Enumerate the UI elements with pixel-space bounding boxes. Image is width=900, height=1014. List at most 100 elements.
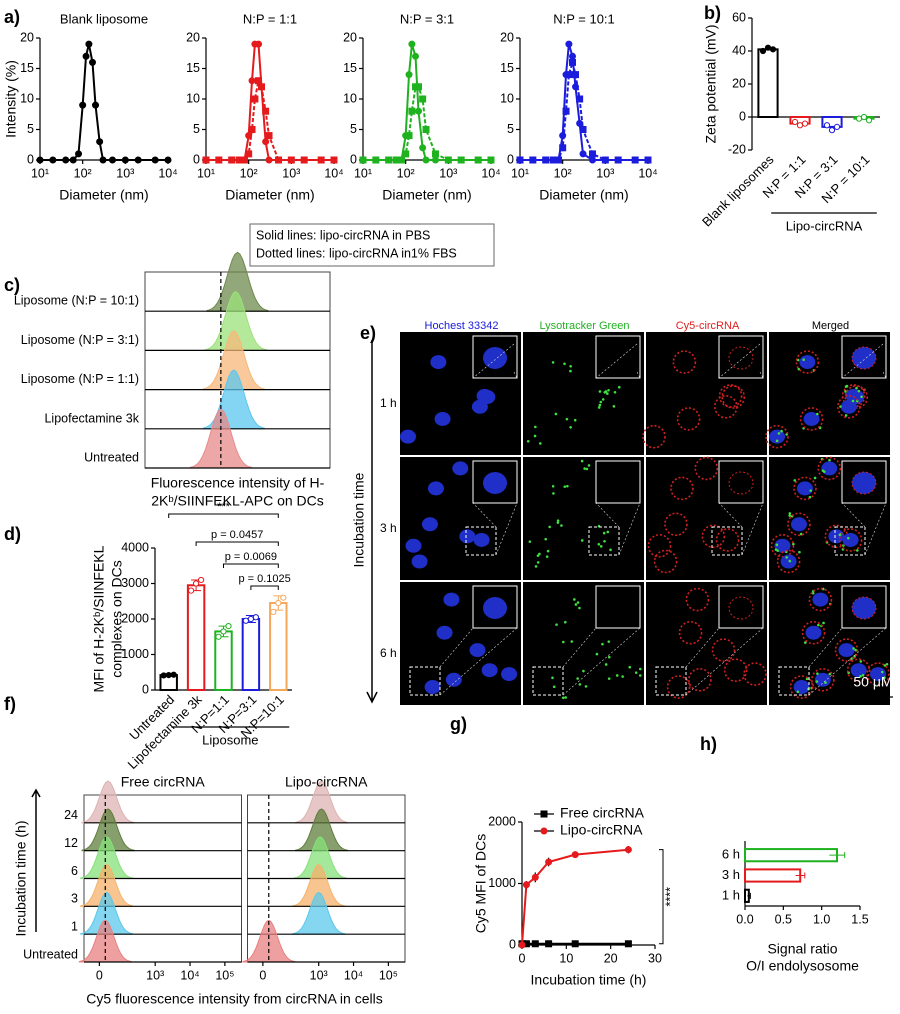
speck	[815, 680, 819, 683]
nucleus	[501, 667, 518, 682]
speck	[809, 489, 813, 492]
marker	[248, 126, 256, 133]
group-label: Liposome	[202, 732, 258, 747]
y-tick-label: 6 h	[722, 847, 740, 862]
x-axis-label: Incubation time (h)	[531, 972, 647, 988]
speck	[816, 672, 819, 675]
speck	[615, 674, 619, 677]
scale-bar-label: 50 μM	[853, 674, 892, 690]
speck	[569, 364, 572, 368]
ridge	[80, 836, 134, 879]
speck	[601, 398, 605, 401]
zoom-box	[834, 526, 866, 556]
x-tick-label: 10¹	[197, 166, 215, 180]
speck	[599, 400, 603, 404]
marker	[516, 156, 524, 164]
marker	[431, 156, 439, 164]
x-tick-label: 10⁴	[158, 166, 177, 180]
speck	[533, 434, 537, 438]
speck	[606, 392, 609, 395]
ring	[723, 658, 748, 683]
marker	[568, 58, 576, 66]
speck	[793, 479, 797, 482]
row-label: Liposome (N:P = 3:1)	[21, 333, 139, 347]
inset	[718, 585, 764, 629]
x-tick-label: 10⁴	[180, 968, 199, 982]
zoom-line	[472, 343, 518, 379]
y-tick-label: 5	[350, 122, 357, 136]
speck	[583, 467, 586, 470]
marker	[330, 156, 338, 164]
marker	[121, 156, 129, 164]
error-bar	[795, 872, 806, 879]
marker	[531, 873, 539, 881]
zoom-box	[655, 666, 687, 696]
x-tick-label: 0	[519, 951, 526, 965]
speck	[612, 405, 616, 408]
inset-nucleus	[851, 471, 877, 495]
annotation: p = 0.0457	[211, 529, 263, 541]
micrograph	[642, 332, 767, 455]
x-axis-label: Diameter (nm)	[59, 187, 148, 203]
marker	[69, 156, 77, 164]
speck	[847, 536, 850, 540]
ring	[808, 587, 833, 612]
speck	[606, 530, 610, 534]
column-header: Merged	[812, 320, 849, 332]
y-tick-label: 3 h	[722, 867, 740, 882]
micrograph	[769, 456, 890, 580]
speck	[802, 358, 805, 362]
nucleus	[769, 429, 786, 444]
speck	[599, 545, 603, 548]
x-tick-label: 10⁴	[344, 968, 363, 982]
speck	[604, 663, 608, 666]
ring	[801, 620, 826, 645]
series-line	[206, 43, 334, 161]
marker	[245, 150, 253, 158]
speck	[538, 552, 541, 556]
ridge	[294, 808, 348, 852]
nucleus	[430, 355, 447, 370]
speck	[563, 362, 566, 366]
y-tick-label: 10	[186, 91, 200, 105]
marker	[522, 881, 530, 889]
data-point	[791, 118, 799, 126]
speck	[638, 667, 642, 671]
ring	[647, 533, 672, 558]
nucleus	[796, 481, 813, 496]
speck	[598, 390, 602, 393]
x-tick-label: 30	[648, 951, 662, 965]
marker	[431, 150, 439, 158]
speck	[824, 681, 827, 684]
x-tick-label: 10³	[282, 166, 300, 180]
speck	[598, 403, 602, 407]
data-point	[280, 594, 287, 601]
y-tick-label: 40	[732, 43, 746, 57]
error-bar	[747, 892, 751, 899]
data-point	[220, 628, 227, 635]
y-tick-label: 4000	[121, 540, 149, 554]
row-label: 1 h	[380, 396, 397, 410]
nucleus	[427, 481, 444, 496]
nucleus	[821, 461, 838, 476]
speck	[798, 550, 801, 554]
ring	[670, 476, 694, 501]
marker	[579, 126, 587, 133]
bracket	[168, 513, 279, 518]
speck	[564, 696, 567, 699]
marker	[474, 156, 482, 164]
bar	[214, 630, 233, 691]
ridge	[189, 408, 252, 469]
row-label: Liposome (N:P = 1:1)	[21, 372, 139, 386]
ring	[799, 407, 824, 431]
annotation: p = 0.0069	[225, 551, 277, 563]
inset-nucleus	[728, 346, 754, 370]
marker	[317, 156, 325, 164]
y-axis-label: Zeta potential (mV)	[703, 24, 719, 143]
speck	[561, 696, 565, 700]
marker	[62, 156, 70, 164]
nucleus	[421, 517, 438, 532]
speck	[565, 417, 569, 421]
x-tick-label: 10³	[596, 166, 614, 180]
